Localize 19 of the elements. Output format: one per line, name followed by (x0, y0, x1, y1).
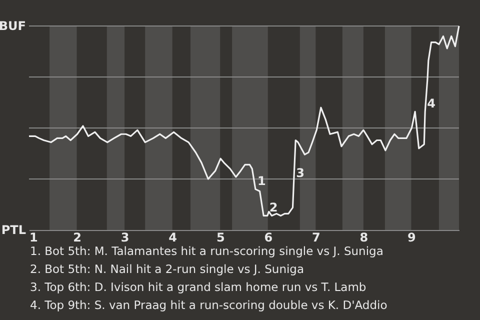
annotation: 2 (269, 200, 278, 215)
x-tick-label: 6 (264, 230, 273, 244)
x-tick-label: 3 (120, 230, 130, 244)
x-tick-label: 8 (360, 230, 368, 244)
annotation: 1 (257, 174, 266, 188)
annotation: 3 (296, 166, 305, 180)
text: BUF (0, 19, 26, 33)
text: 1. Bot 5th: M. Talamantes hit a run-scoring single vs J. Suniga (30, 244, 384, 258)
x-tick-label: 5 (216, 230, 225, 244)
text: 2. Bot 5th: N. Nail hit a 2-run single vs J. Suniga (30, 262, 304, 276)
text: PTL (1, 223, 26, 237)
x-tick-label: 4 (168, 230, 178, 244)
x-tick-label: 2 (73, 230, 82, 244)
x-tick-label: 7 (312, 230, 320, 244)
text: 4. Top 9th: S. van Praag hit a run-scoring double vs K. D'Addio (30, 298, 388, 312)
x-tick-label: 9 (408, 230, 416, 244)
annotation: 4 (427, 96, 436, 111)
x-tick-label: 1 (30, 230, 38, 244)
text: 3. Top 6th: D. Ivison hit a grand slam home run vs T. Lamb (30, 280, 366, 294)
